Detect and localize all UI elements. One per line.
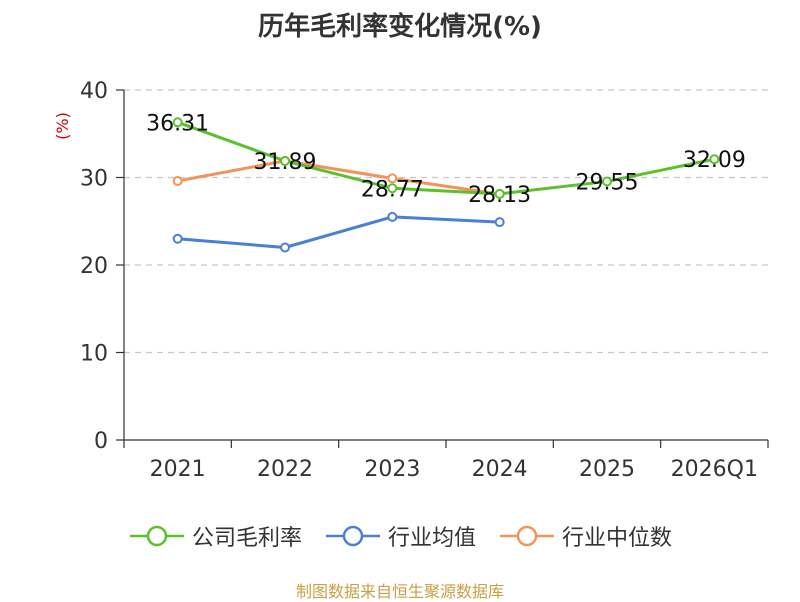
legend-item-industry-median[interactable]: 行业中位数 (498, 520, 672, 552)
legend: 公司毛利率 行业均值 行业中位数 (0, 520, 800, 552)
y-tick-label: 30 (80, 167, 108, 192)
data-label: 32.09 (683, 148, 746, 173)
data-labels: 36.31 31.89 28.77 28.13 29.55 32.09 (146, 111, 746, 208)
series-lines (172, 117, 720, 253)
data-point (280, 155, 290, 166)
x-tick-label: 2023 (364, 457, 420, 482)
x-tick-label: 2022 (257, 457, 313, 482)
source-note: 制图数据来自恒生聚源数据库 (295, 582, 504, 601)
legend-label: 行业中位数 (562, 526, 673, 551)
data-point (602, 176, 612, 187)
data-point (280, 242, 290, 253)
data-point (494, 217, 505, 228)
x-tick-label: 2026Q1 (671, 457, 758, 482)
legend-line-icon (325, 525, 380, 547)
legend-label: 行业均值 (387, 526, 476, 551)
series-line (177, 215, 500, 249)
x-tick-label: 2025 (579, 457, 635, 482)
data-label: 36.31 (146, 111, 209, 136)
legend-line-icon (500, 525, 554, 547)
data-point (387, 211, 398, 222)
y-tick-label: 20 (80, 254, 108, 279)
data-point (172, 233, 183, 244)
data-label: 31.89 (254, 150, 317, 175)
data-point (387, 173, 398, 184)
legend-label: 公司毛利率 (191, 526, 302, 551)
y-tick-label: 0 (94, 429, 108, 454)
chart-title: 历年毛利率变化情况(%) (258, 12, 542, 42)
grid-lines (124, 89, 768, 354)
data-point (172, 117, 183, 128)
y-tick-label: 10 (80, 342, 108, 367)
x-tick-label: 2024 (472, 457, 528, 482)
legend-line-icon (129, 525, 184, 547)
data-label: 29.55 (576, 170, 639, 195)
data-label: 28.13 (468, 183, 531, 208)
y-axis-label: (%) (53, 112, 72, 140)
data-point (172, 176, 183, 186)
legend-item-company-gross-margin[interactable]: 公司毛利率 (128, 520, 302, 552)
data-point (387, 183, 398, 194)
data-label: 28.77 (361, 177, 424, 202)
x-tick-label: 2021 (150, 457, 206, 482)
series-line (177, 159, 500, 196)
legend-item-industry-mean[interactable]: 行业均值 (324, 520, 476, 552)
data-point (494, 188, 505, 199)
y-tick-label: 40 (80, 79, 108, 104)
series-line (177, 120, 715, 196)
axes: 0 10 20 30 40 2021 2022 2023 2024 2025 2026Q1 (%) (53, 79, 769, 482)
data-point (709, 154, 720, 165)
